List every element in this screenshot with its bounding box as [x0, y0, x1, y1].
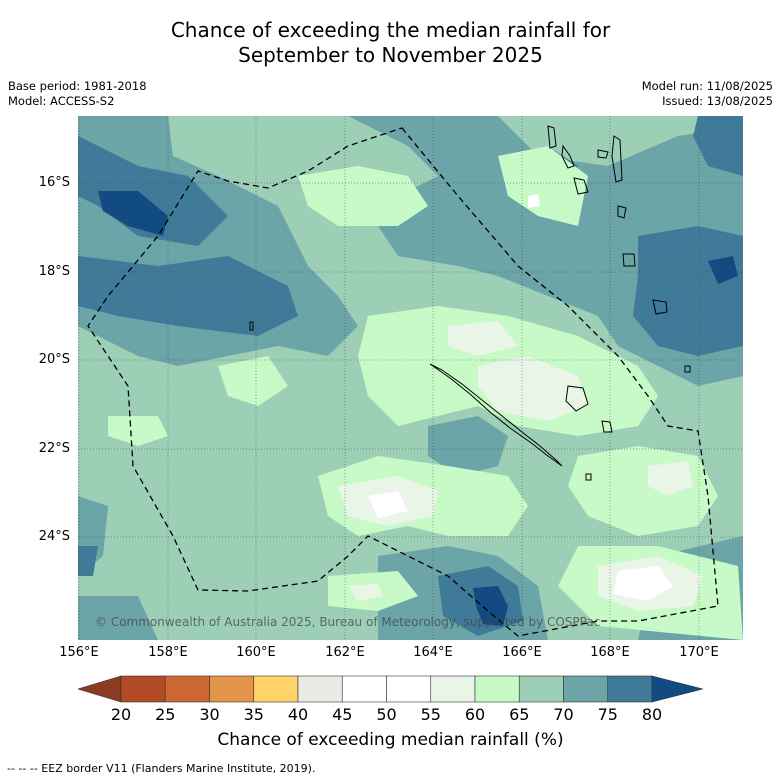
lat-label-18s: 18°S	[38, 264, 70, 279]
colorbar-segment	[209, 675, 255, 703]
lon-label-170e: 170°E	[679, 645, 719, 660]
colorbar-tick-label: 30	[199, 705, 220, 724]
colorbar-tick-label: 35	[243, 705, 264, 724]
colorbar-segment	[297, 675, 343, 703]
colorbar-tick-label: 20	[110, 705, 132, 724]
colorbar-segment	[120, 675, 166, 703]
graticule	[78, 116, 743, 640]
contour-45-55	[368, 194, 673, 601]
colorbar-under-arrow	[76, 675, 122, 703]
lon-label-162e: 162°E	[325, 645, 365, 660]
meta-left: Base period: 1981-2018 Model: ACCESS-S2	[8, 79, 147, 109]
colorbar-tick-label: 80	[641, 705, 663, 724]
lat-label-24s: 24°S	[38, 529, 70, 544]
colorbar-tick-label: 75	[597, 705, 618, 724]
vanuatu-coast	[547, 125, 557, 149]
colorbar-tick-label: 45	[332, 705, 353, 724]
eez-border	[87, 127, 719, 637]
colorbar-segment	[164, 675, 210, 703]
eez-legend-footer: -- -- -- EEZ border V11 (Flanders Marine…	[7, 762, 316, 775]
colorbar-tick-label: 65	[509, 705, 530, 724]
colorbar-canvas	[76, 675, 704, 703]
colorbar-tick-label: 25	[155, 705, 176, 724]
colorbar-segment	[563, 675, 609, 703]
lon-label-158e: 158°E	[148, 645, 188, 660]
colorbar-segment	[430, 675, 476, 703]
model-name: Model: ACCESS-S2	[8, 94, 115, 108]
map-canvas: © Commonwealth of Australia 2025, Bureau…	[78, 116, 743, 640]
title-line-2: September to November 2025	[238, 43, 543, 67]
coastlines	[249, 125, 691, 481]
lat-label-20s: 20°S	[38, 352, 70, 367]
copyright-watermark: © Commonwealth of Australia 2025, Bureau…	[95, 615, 600, 629]
issued-date: Issued: 13/08/2025	[662, 94, 773, 108]
colorbar-tick-label: 60	[464, 705, 486, 724]
lon-label-166e: 166°E	[502, 645, 542, 660]
lon-label-168e: 168°E	[590, 645, 630, 660]
colorbar-segment	[386, 675, 432, 703]
title-line-1: Chance of exceeding the median rainfall …	[170, 18, 611, 42]
lon-label-160e: 160°E	[236, 645, 276, 660]
contour-over-80	[98, 191, 738, 626]
colorbar-segment	[518, 675, 564, 703]
lon-label-164e: 164°E	[413, 645, 453, 660]
rainfall-map: © Commonwealth of Australia 2025, Bureau…	[78, 116, 743, 640]
lat-label-16s: 16°S	[38, 175, 70, 190]
lat-label-22s: 22°S	[38, 441, 70, 456]
colorbar-segment	[607, 675, 653, 703]
base-period: Base period: 1981-2018	[8, 79, 147, 93]
lon-label-156e: 156°E	[59, 645, 99, 660]
colorbar-segment	[341, 675, 387, 703]
colorbar-label: Chance of exceeding median rainfall (%)	[217, 730, 564, 750]
new-caledonia-coast	[429, 363, 563, 467]
colorbar-segment	[253, 675, 299, 703]
model-run: Model run: 11/08/2025	[641, 79, 773, 93]
loyalty-islands-coast	[565, 385, 589, 412]
colorbar-tick-label: 70	[553, 705, 574, 724]
colorbar-tick-label: 50	[376, 705, 397, 724]
colorbar	[76, 674, 704, 704]
colorbar-tick-label: 40	[287, 705, 309, 724]
colorbar-segment	[474, 675, 520, 703]
colorbar-over-arrow	[651, 675, 704, 703]
meta-right: Model run: 11/08/2025 Issued: 13/08/2025	[642, 79, 773, 109]
contour-55-60	[338, 321, 703, 611]
colorbar-tick-label: 55	[420, 705, 441, 724]
map-title: Chance of exceeding the median rainfall …	[0, 18, 781, 68]
